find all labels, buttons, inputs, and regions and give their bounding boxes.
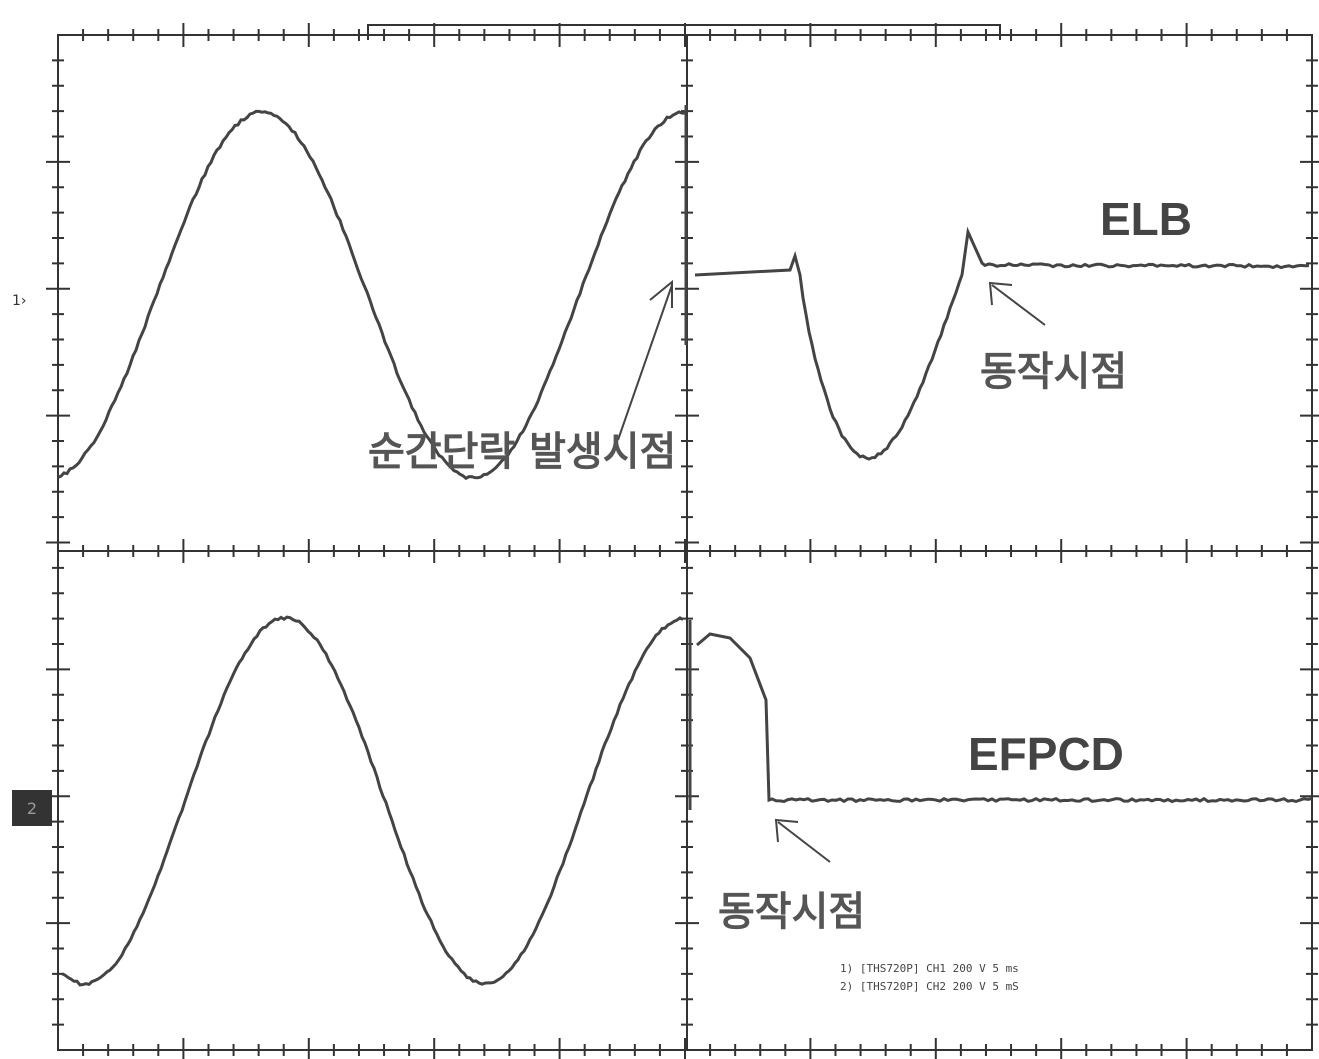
- fault-annotation: 순간단락 발생시점: [368, 429, 676, 475]
- settings: 1) [THS720P] CH1 200 V 5 ms: [840, 962, 1019, 975]
- trace-label: ELB: [1100, 193, 1192, 245]
- page: 1› 2 ELB 동작시점 순간단락 발생시점 EFPCD 동작시점 1) [T…: [0, 0, 1319, 1059]
- annotation: 동작시점: [718, 889, 865, 935]
- settings: 2) [THS720P] CH2 200 V 5 mS: [840, 980, 1019, 993]
- ch2-marker: 2: [27, 799, 37, 818]
- trace-label: EFPCD: [968, 728, 1124, 780]
- oscilloscope: 1› 2 ELB 동작시점 순간단락 발생시점 EFPCD 동작시점 1) [T…: [0, 0, 1319, 1059]
- annotation: 동작시점: [980, 349, 1127, 395]
- ch1-marker: 1›: [12, 293, 27, 309]
- background: [0, 0, 1319, 1059]
